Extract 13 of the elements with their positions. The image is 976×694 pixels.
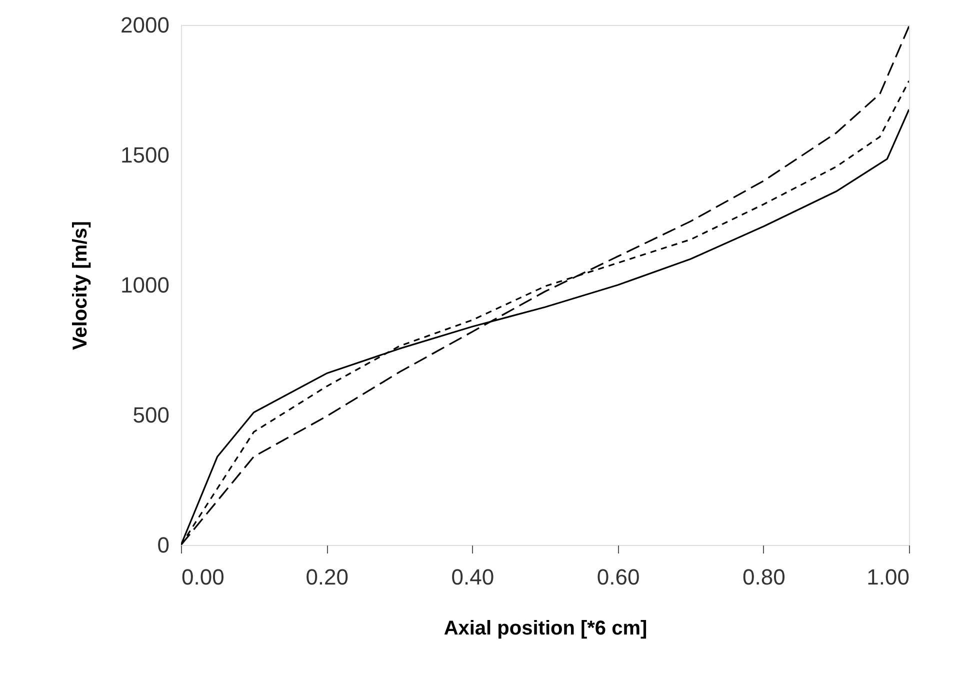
y-tick-label: 1500 [120,142,170,168]
x-tick-label: 1.00 [866,564,910,590]
x-tick-label: 0.80 [742,564,786,590]
x-tick-label: 0.00 [182,564,224,590]
x-tick-label: 0.60 [596,564,640,590]
y-tick-label: 0 [157,532,170,558]
y-tick-label: 1000 [120,272,170,298]
y-tick-label: 500 [132,402,170,428]
x-tick-label: 0.20 [306,564,349,590]
x-axis-title: Axial position [*6 cm] [444,618,648,640]
x-tick-label: 0.40 [451,564,494,590]
y-tick-label: 2000 [120,12,170,38]
y-axis-title: Velocity [m/s] [70,221,92,350]
